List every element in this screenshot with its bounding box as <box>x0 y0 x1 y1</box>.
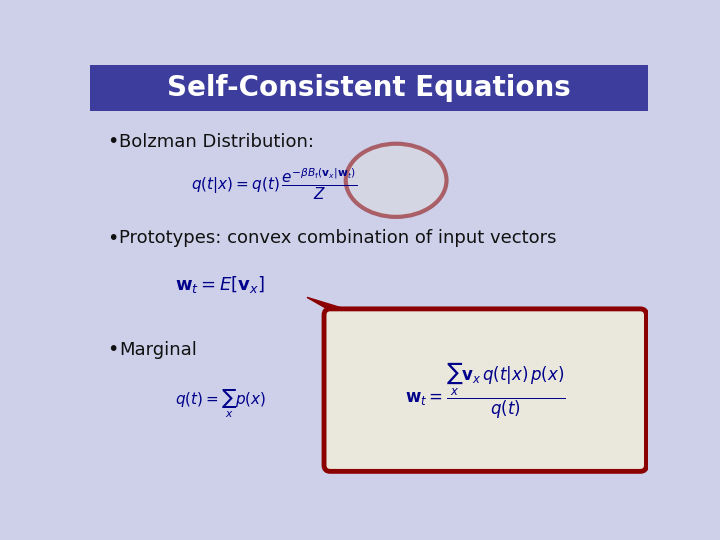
Text: $q(t) = \sum_x p(x)$: $q(t) = \sum_x p(x)$ <box>175 388 266 420</box>
Text: $q(t|x) = q(t)\,\dfrac{e^{-\beta B_{\mathrm{f}}(\mathbf{v}_x|\mathbf{w}_t)}}{Z}$: $q(t|x) = q(t)\,\dfrac{e^{-\beta B_{\mat… <box>191 166 357 202</box>
Text: •: • <box>107 132 118 151</box>
Text: $\mathbf{w}_t = \dfrac{\sum_x \mathbf{v}_x\, q(t|x)\, p(x)}{q(t)}$: $\mathbf{w}_t = \dfrac{\sum_x \mathbf{v}… <box>405 360 566 421</box>
Text: Marginal: Marginal <box>120 341 197 359</box>
Text: Self-Consistent Equations: Self-Consistent Equations <box>167 74 571 102</box>
Text: Prototypes: convex combination of input vectors: Prototypes: convex combination of input … <box>120 229 557 247</box>
Polygon shape <box>307 298 365 315</box>
Ellipse shape <box>346 144 446 217</box>
Text: •: • <box>107 340 118 359</box>
Bar <box>90 65 648 111</box>
Text: $\mathbf{w}_t = E\left[\mathbf{v}_x\right]$: $\mathbf{w}_t = E\left[\mathbf{v}_x\righ… <box>175 274 266 295</box>
FancyBboxPatch shape <box>324 309 647 471</box>
Text: Bolzman Distribution:: Bolzman Distribution: <box>120 133 315 151</box>
Text: •: • <box>107 228 118 247</box>
